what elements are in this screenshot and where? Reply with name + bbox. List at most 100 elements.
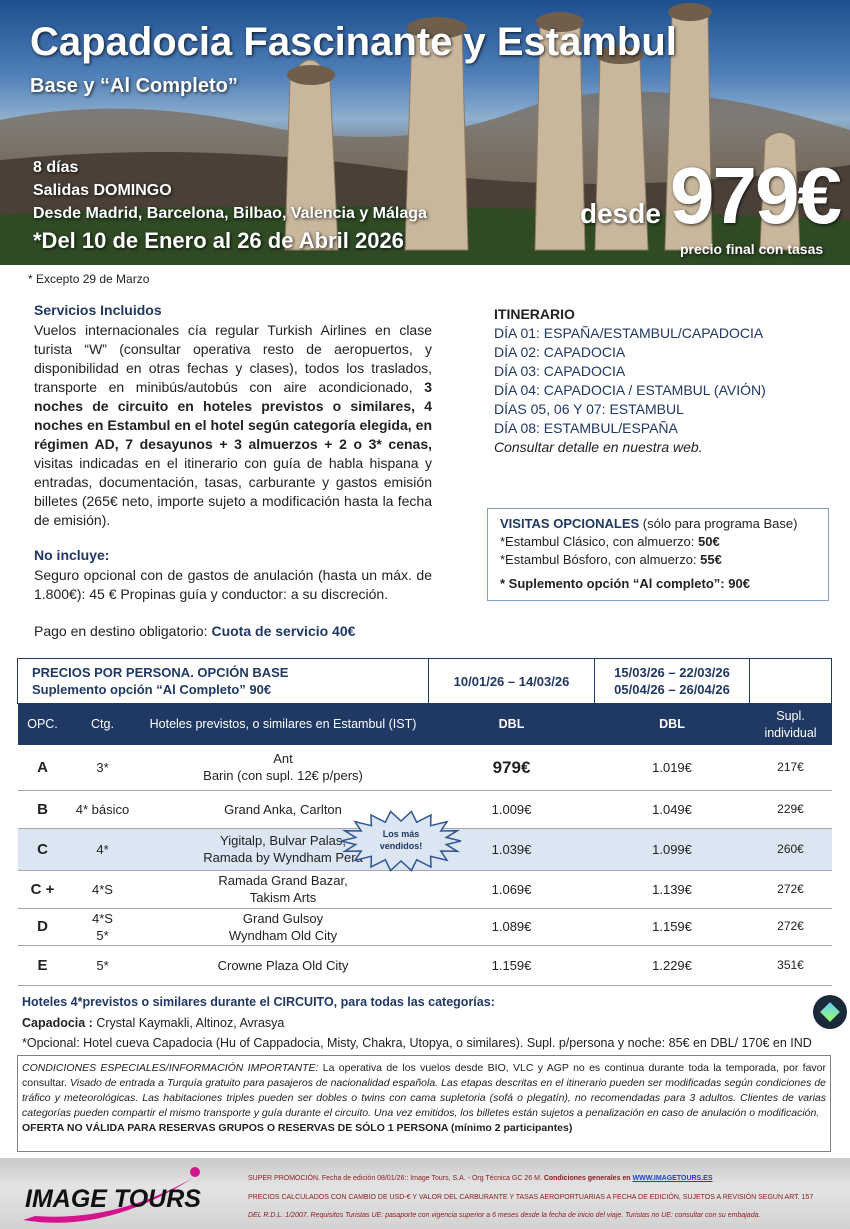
footer-prices-note: PRECIOS CALCULADOS CON CAMBIO DE USD-€ Y…: [248, 1194, 814, 1201]
single-supplement: 272€: [749, 908, 832, 946]
category-cell: 4*S 5*: [67, 908, 138, 946]
column-header: Hoteles previstos, o similares en Estamb…: [137, 703, 429, 745]
price-1: 1.159€: [428, 945, 595, 986]
itinerary-day: DÍAS 05, 06 Y 07: ESTAMBUL: [494, 401, 684, 417]
optional-heading-row: VISITAS OPCIONALES (sólo para programa B…: [500, 515, 816, 533]
highlight: Cuota de servicio 40€: [211, 623, 356, 639]
price-prefix: desde: [580, 198, 661, 229]
period-line: 05/04/26 – 26/04/26: [614, 682, 730, 697]
category: 4*S: [92, 881, 113, 897]
label: Capadocia :: [22, 1016, 93, 1030]
price-2: 1.049€: [594, 790, 750, 829]
itinerary: ITINERARIO DÍA 01: ESPAÑA/ESTAMBUL/CAPAD…: [494, 305, 834, 457]
footer-edition: SUPER PROMOCIÓN. Fecha de edición 08/01/…: [248, 1175, 713, 1182]
hotel: Ant: [273, 751, 293, 767]
option: A: [17, 745, 68, 791]
itinerary-days: DÍA 01: ESPAÑA/ESTAMBUL/CAPADOCIA DÍA 02:…: [494, 324, 834, 438]
table-row: D 4*S 5* Grand Gulsoy Wyndham Old City 1.089€…: [17, 908, 832, 946]
category: 4*S: [92, 910, 113, 926]
footer-legal: DEL R.D.L. 1/2007. Requisitos Turistas U…: [248, 1212, 761, 1219]
cappadocia-hotels: Capadocia : Crystal Kaymakli, Altinoz, A…: [22, 1016, 284, 1030]
dates: *Del 10 de Enero al 26 de Abril 2026: [33, 228, 404, 253]
single-supplement: 229€: [749, 790, 832, 829]
badge-text: Los más: [383, 829, 420, 839]
itinerary-day: DÍA 02: CAPADOCIA: [494, 344, 626, 360]
price: 979€: [670, 151, 842, 240]
period-2: 15/03/26 – 22/03/26 05/04/26 – 26/04/26: [594, 658, 751, 704]
table-title: PRECIOS POR PERSONA. OPCIÓN BASE: [32, 665, 289, 680]
icon-shape: [820, 1002, 840, 1022]
option: C +: [17, 870, 68, 909]
logo-graphic: IMAGE TOURS: [23, 1167, 201, 1223]
website-link[interactable]: WWW.IMAGETOURS.ES: [632, 1175, 713, 1182]
single-supplement: 351€: [749, 945, 832, 986]
table-row: E 5* Crowne Plaza Old City 1.159€ 1.229€ 351€: [17, 945, 832, 986]
text: visitas indicadas en el itinerario con g…: [34, 455, 432, 528]
single-supplement: 272€: [749, 870, 832, 909]
price-1: 1.069€: [428, 870, 595, 909]
optional-visits: VISITAS OPCIONALES (sólo para programa B…: [487, 508, 829, 601]
optional-heading: VISITAS OPCIONALES: [500, 516, 640, 531]
price-1: 1.089€: [428, 908, 595, 946]
option: B: [17, 790, 68, 829]
hotel: Wyndham Old City: [228, 927, 338, 943]
price-1: 1.009€: [428, 790, 595, 829]
conditions-text: La operativa de los vuelos desde BIO, VL…: [22, 1062, 826, 1089]
date-note: * Excepto 29 de Marzo: [28, 272, 150, 286]
conditions-warning: OFERTA NO VÁLIDA PARA RESERVAS GRUPOS O …: [22, 1122, 573, 1134]
category-cell: 4*S: [67, 870, 138, 909]
departures: Salidas DOMINGO: [33, 182, 172, 199]
category-cell: 3*: [67, 745, 138, 791]
price-2: 1.019€: [594, 745, 750, 791]
category-cell: 4*: [67, 828, 138, 871]
hotels-cell: Crowne Plaza Old City: [137, 945, 429, 986]
category: 4* básico: [75, 801, 130, 817]
column-header: DBL: [428, 703, 595, 745]
duration: 8 días: [33, 159, 79, 176]
category: 3*: [96, 759, 109, 775]
category: 5*: [96, 957, 109, 973]
table-title-cell: PRECIOS POR PERSONA. OPCIÓN BASE Supleme…: [16, 658, 430, 704]
price-2: 1.099€: [594, 828, 750, 871]
hotel: Ramada by Wyndham Pera: [203, 850, 363, 865]
text: Vuelos internacionales cía regular Turki…: [34, 322, 432, 395]
hotel: Barin (con supl. 12€ p/pers): [203, 768, 363, 784]
option: E: [17, 945, 68, 986]
price-2: 1.229€: [594, 945, 750, 986]
table-header: PRECIOS POR PERSONA. OPCIÓN BASE Supleme…: [16, 658, 833, 704]
not-included-text: Seguro opcional con de gastos de anulaci…: [34, 567, 432, 602]
text: Condiciones generales en: [543, 1175, 631, 1182]
itinerary-day: DÍA 03: CAPADOCIA: [494, 363, 626, 379]
table-row: B 4* básico Grand Anka, Carlton 1.009€ 1.049…: [17, 790, 832, 829]
category: 5*: [96, 927, 109, 943]
period-1: 10/01/26 – 14/03/26: [428, 658, 596, 704]
not-included-heading: No incluye:: [34, 547, 110, 563]
hotel: Crowne Plaza Old City: [217, 957, 349, 973]
itinerary-note: Consultar detalle en nuestra web.: [494, 439, 703, 455]
column-header: Supl. individual: [749, 703, 832, 745]
option: C: [17, 828, 68, 871]
hotels-cell: Grand Gulsoy Wyndham Old City: [137, 908, 429, 946]
optional-items: *Estambul Clásico, con almuerzo: 50€ *Est…: [500, 533, 816, 569]
price-note: precio final con tasas: [680, 241, 824, 257]
single-supplement: 217€: [749, 745, 832, 791]
price-2: 1.159€: [594, 908, 750, 946]
single-supplement: 260€: [749, 828, 832, 871]
optional-item: *Estambul Bósforo, con almuerzo: 55€: [500, 551, 816, 569]
payment: Pago en destino obligatorio: Cuota de se…: [34, 623, 355, 639]
footer: IMAGE TOURS SUPER PROMOCIÓN. Fecha de ed…: [0, 1158, 850, 1229]
category-cell: 4* básico: [67, 790, 138, 829]
icon: [813, 995, 847, 1029]
price-1: 1.039€: [428, 828, 595, 871]
title: Capadocia Fascinante y Estambul: [30, 20, 677, 64]
price-1: 979€: [428, 745, 595, 791]
itinerary-heading: ITINERARIO: [494, 306, 575, 322]
badge-shape: [340, 810, 462, 872]
itinerary-day: DÍA 04: CAPADOCIA / ESTAMBUL (AVIÓN): [494, 382, 766, 398]
header: Capadocia Fascinante y Estambul Base y “…: [0, 0, 850, 265]
hotel: Grand Anka, Carlton: [224, 801, 342, 817]
logo: IMAGE TOURS: [25, 1185, 201, 1213]
optional-supplement: * Suplemento opción “Al completo”: 90€: [500, 576, 750, 591]
price-2: 1.139€: [594, 870, 750, 909]
hotels-optional: *Opcional: Hotel cueva Capadocia (Hu of …: [22, 1036, 812, 1050]
